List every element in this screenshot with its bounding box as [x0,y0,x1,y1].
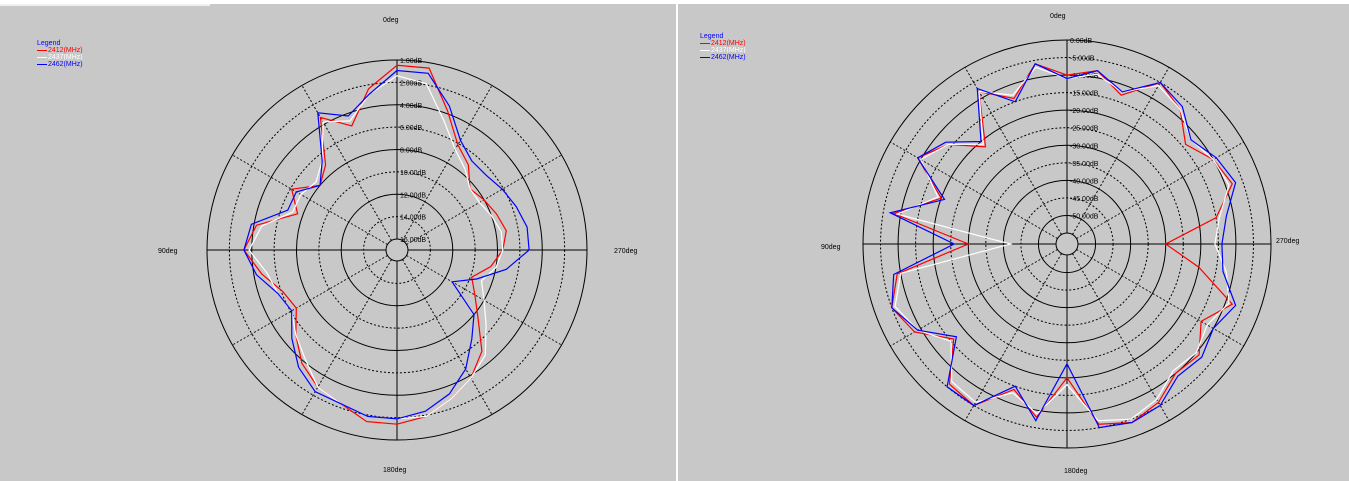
direction-label-top: 0deg [1050,13,1066,20]
legend-entry: 2412(MHz) [700,40,746,47]
ring-label: -5.00dB [1070,56,1095,63]
direction-label-bottom: 180deg [383,467,407,474]
polar-plot-left: 1.00dB 2.00dB 4.00dB 6.00dB 8.00dB 10.00dB 12.… [206,58,588,441]
legend-swatch [37,56,47,58]
ring-label: 16.00dB [400,237,426,244]
grid-spoke [964,253,1062,421]
grid-spoke [1072,67,1170,235]
direction-label-right: 270deg [1276,238,1300,245]
legend-entry: 2437(MHz) [700,47,746,54]
legend-left: Legend 2412(MHz) 2437(MHz) 2462(MHz) [37,40,83,68]
grid-spoke [1076,249,1244,347]
ring-label: 2.00dB [400,80,423,87]
grid-spoke [232,154,388,245]
legend-label: 2462(MHz) [48,61,83,68]
ring-label: 4.00dB [400,103,423,110]
direction-label-left: 90deg [821,244,841,251]
ring-label: -40.00dB [1070,178,1099,185]
ring-label: -35.00dB [1070,161,1099,168]
ring-label: 6.00dB [400,125,423,132]
polar-chart-right: 0.00dB -5.00dB -10.00dB -15.00dB -20.00dB -25… [678,4,1349,481]
ring-label: -45.00dB [1070,196,1099,203]
ring-label: -30.00dB [1070,143,1099,150]
grid-spoke [301,259,392,415]
legend-entry: 2412(MHz) [37,47,83,54]
center-ring [1055,232,1079,256]
ring-label: -25.00dB [1070,126,1099,133]
legend-swatch [700,56,710,58]
direction-label-right: 270deg [614,248,638,255]
legend-right: Legend 2412(MHz) 2437(MHz) 2462(MHz) [700,33,746,61]
legend-label: 2462(MHz) [711,54,746,61]
legend-label: 2412(MHz) [711,40,746,47]
ring-label: 1.00dB [400,58,423,65]
grid-spoke [402,259,493,415]
grid-spoke [964,67,1062,235]
ring-label: -20.00dB [1070,108,1099,115]
grid-spoke [1072,253,1170,421]
ring-label: 8.00dB [400,148,423,155]
legend-swatch [700,49,710,51]
legend-entry: 2462(MHz) [700,54,746,61]
legend-label: 2437(MHz) [48,54,83,61]
grid-spoke [402,85,493,241]
polar-plot-right: 0.00dB-5.00dB-10.00dB-15.00dB-20.00dB-25… [862,38,1272,449]
direction-label-top: 0deg [383,17,399,24]
ring-label: 0.00dB [1070,38,1093,45]
grid-spoke [232,255,388,346]
legend-swatch [37,49,47,51]
ring-label: -15.00dB [1070,91,1099,98]
series-trace [888,63,1237,429]
legend-title: Legend [700,33,724,40]
legend-title: Legend [37,40,61,47]
legend-entry: 2462(MHz) [37,61,83,68]
legend-entry: 2437(MHz) [37,54,83,61]
grid-spoke [301,85,392,241]
direction-label-bottom: 180deg [1064,468,1088,475]
ring-label: 12.00dB [400,192,426,199]
legend-swatch [700,42,710,44]
direction-label-left: 90deg [158,248,178,255]
legend-swatch [37,63,47,65]
series-trace [243,64,507,425]
ring-label: 10.00dB [400,170,426,177]
legend-label: 2437(MHz) [711,47,746,54]
ring-label: 14.00dB [400,215,426,222]
panel-top-edge [0,4,210,6]
series-trace [894,66,1230,422]
ring-label: -50.00dB [1070,213,1099,220]
legend-label: 2412(MHz) [48,47,83,54]
series-trace [243,69,530,420]
polar-chart-left: 1.00dB 2.00dB 4.00dB 6.00dB 8.00dB 10.00dB 12.… [0,4,676,481]
